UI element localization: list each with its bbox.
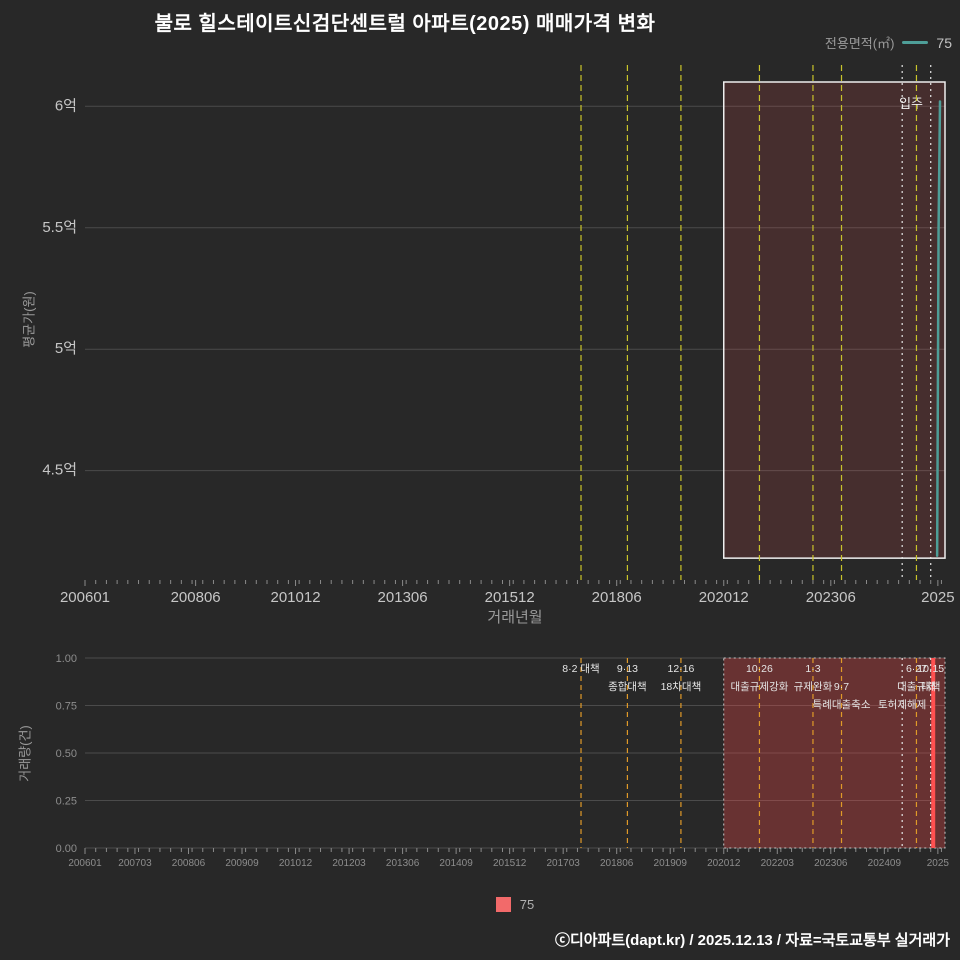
y-tick-label: 4.5억 (42, 462, 77, 479)
x-tick-label: 2025 (921, 589, 954, 606)
x-tick-label: 201012 (279, 858, 313, 869)
legend-area-label: 전용면적(㎡) (824, 36, 895, 51)
x-tick-label: 202012 (707, 858, 741, 869)
event-label: 8·2 대책 (562, 663, 599, 675)
page-title: 불로 힐스테이트신검단센트럴 아파트(2025) 매매가격 변화 (154, 13, 656, 35)
event-label: 6·27 (906, 663, 927, 675)
event-label: 1·3 (805, 663, 820, 675)
x-tick-label: 200601 (60, 589, 110, 606)
event-label: 대출규제 (897, 681, 936, 693)
x-tick-label: 202306 (806, 589, 856, 606)
occupancy-region (723, 81, 946, 559)
x-tick-label: 200806 (171, 589, 221, 606)
legend-line-swatch (902, 41, 929, 44)
x-tick-label: 201203 (332, 858, 366, 869)
event-label: 10·15 (917, 663, 944, 675)
x-tick-label: 201512 (493, 858, 527, 869)
y-tick-label: 5억 (55, 340, 77, 357)
x-tick-label: 201012 (271, 589, 321, 606)
event-label: 10·26 (746, 663, 773, 675)
event-label: 대출규제강화 (730, 681, 788, 693)
x-tick-label: 202203 (761, 858, 795, 869)
y-tick-label: 0.00 (56, 843, 77, 855)
x-tick-label: 201806 (600, 858, 634, 869)
legend-top: 전용면적(㎡) 75 (825, 33, 952, 52)
legend-swatch-volume (495, 897, 511, 912)
x-tick-label: 201306 (386, 858, 420, 869)
copyright-footer: ⓒ디아파트(dapt.kr) / 2025.12.13 / 자료=국토교통부 실… (554, 932, 950, 949)
x-tick-label: 201703 (546, 858, 580, 869)
legend-bottom: 75 (85, 897, 945, 912)
x-tick-label: 202306 (814, 858, 848, 869)
event-label: 특례대출축소 (813, 699, 871, 711)
x-tick-label: 200909 (225, 858, 259, 869)
x-tick-label: 200703 (118, 858, 152, 869)
legend-series-label: 75 (936, 34, 952, 51)
event-label: 규제완화 (794, 680, 833, 693)
x-tick-label: 201306 (378, 589, 428, 606)
event-label: 9·13 (617, 663, 638, 675)
x-tick-label: 201806 (592, 589, 642, 606)
y-tick-label: 0.50 (56, 748, 77, 760)
event-label: 12·16 (668, 663, 695, 675)
y-tick-label: 0.25 (56, 796, 77, 808)
y-tick-label: 6억 (55, 97, 77, 114)
x-tick-label: 202409 (868, 858, 902, 869)
x-tick-label: 2025 (927, 858, 950, 869)
legend-series-label-bottom: 75 (519, 897, 535, 912)
x-axis-title: 거래년월 (487, 609, 543, 626)
event-label: 대책 (921, 681, 940, 693)
x-tick-label: 202012 (699, 589, 749, 606)
event-label: 9·7 (834, 681, 849, 693)
x-tick-label: 201409 (439, 858, 473, 869)
y-tick-label: 1.00 (56, 653, 77, 665)
y-tick-label: 5.5억 (42, 219, 77, 236)
x-tick-label: 201512 (485, 589, 535, 606)
x-tick-label: 201909 (654, 858, 688, 869)
y-tick-label: 0.75 (56, 701, 77, 713)
occupancy-region-volume (723, 657, 946, 849)
volume-bar (931, 658, 936, 848)
event-label: 토허제해제 (878, 698, 926, 711)
event-label: 18차대책 (661, 681, 702, 693)
price-line-75 (935, 100, 942, 557)
x-tick-label: 200601 (68, 858, 102, 869)
event-label: 종합대책 (608, 681, 647, 693)
x-tick-label: 200806 (172, 858, 206, 869)
